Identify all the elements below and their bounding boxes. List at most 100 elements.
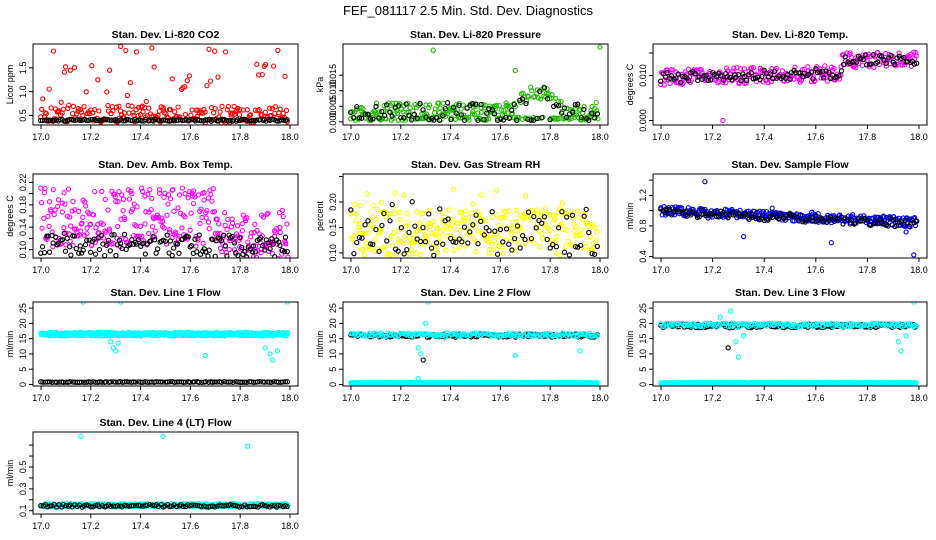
data-point	[506, 115, 512, 121]
data-point	[111, 191, 118, 197]
y-tick-label: 25	[18, 303, 28, 313]
data-point	[67, 244, 73, 250]
y-axis-label: ml/min	[625, 203, 635, 230]
data-point	[264, 211, 270, 217]
data-point	[348, 116, 354, 122]
data-point	[237, 106, 243, 113]
data-point	[668, 212, 675, 218]
data-point	[389, 242, 396, 249]
data-point	[81, 379, 87, 385]
data-point	[167, 107, 174, 113]
data-point	[555, 225, 562, 231]
data-point	[578, 114, 584, 121]
data-point	[160, 107, 167, 113]
data-point	[269, 116, 275, 123]
data-point	[207, 78, 214, 84]
data-point	[351, 250, 357, 257]
data-point	[262, 61, 269, 68]
x-tick-label: 17.4	[442, 132, 460, 142]
data-point	[67, 379, 73, 385]
x-tick-label: 18.0	[910, 393, 928, 403]
data-point	[437, 332, 444, 338]
x-tick-label: 17.4	[132, 393, 150, 403]
data-point	[809, 69, 815, 75]
data-point	[109, 232, 115, 238]
data-point	[564, 214, 570, 220]
data-point	[547, 211, 553, 218]
data-point	[522, 236, 528, 243]
x-tick-label: 18.0	[281, 132, 299, 142]
data-point	[860, 57, 866, 63]
data-point	[862, 215, 868, 222]
data-point	[81, 103, 87, 110]
data-point	[469, 210, 475, 216]
data-point	[120, 196, 127, 202]
data-point	[249, 249, 256, 255]
data-point	[392, 190, 399, 196]
data-point	[231, 111, 238, 117]
main-title: FEF_081117 2.5 Min. Std. Dev. Diagnostic…	[342, 3, 593, 18]
data-point	[147, 186, 153, 193]
data-point	[133, 49, 140, 55]
data-point	[110, 345, 116, 351]
data-point	[557, 252, 564, 258]
data-point	[720, 117, 726, 124]
data-point	[496, 243, 502, 249]
data-point	[268, 379, 274, 385]
data-point	[525, 94, 532, 100]
data-point	[499, 107, 505, 113]
data-point	[822, 63, 828, 69]
data-point	[387, 218, 393, 224]
data-point	[859, 62, 866, 69]
data-point	[124, 92, 130, 99]
data-point	[198, 206, 204, 212]
data-point	[87, 249, 94, 255]
data-point	[155, 246, 161, 252]
data-point	[71, 65, 78, 71]
points	[658, 49, 920, 124]
data-point	[478, 101, 484, 108]
data-point	[740, 71, 746, 77]
data-point	[478, 109, 484, 116]
panel-title: Stan. Dev. Gas Stream RH	[411, 159, 540, 171]
data-point	[201, 190, 207, 196]
panel-title: Stan. Dev. Li-820 CO2	[112, 29, 220, 41]
data-point	[126, 196, 133, 202]
data-point	[500, 239, 506, 245]
data-point	[71, 233, 78, 239]
data-point	[116, 237, 123, 243]
data-point	[107, 248, 113, 254]
data-point	[270, 241, 276, 247]
data-point	[122, 117, 129, 124]
data-point	[442, 105, 448, 112]
data-point	[457, 227, 463, 233]
data-point	[358, 115, 365, 121]
data-point	[79, 220, 85, 226]
data-point	[743, 77, 750, 84]
data-point	[50, 48, 57, 54]
data-point	[250, 254, 257, 258]
data-point	[662, 210, 668, 216]
data-point	[233, 118, 239, 124]
data-point	[448, 116, 454, 123]
data-point	[67, 214, 73, 220]
data-point	[284, 302, 291, 305]
data-point	[212, 230, 219, 237]
data-point	[108, 379, 114, 385]
data-point	[373, 110, 379, 116]
x-tick-label: 18.0	[591, 393, 609, 403]
data-point	[266, 379, 272, 385]
data-point	[680, 209, 686, 215]
data-point	[885, 223, 891, 229]
data-point	[497, 226, 504, 233]
data-point	[45, 213, 51, 220]
data-point	[140, 109, 146, 115]
data-point	[247, 112, 254, 118]
data-point	[129, 206, 136, 212]
data-point	[216, 221, 222, 227]
data-point	[262, 345, 268, 351]
data-point	[541, 214, 548, 220]
data-point	[258, 249, 264, 256]
data-point	[539, 115, 545, 121]
